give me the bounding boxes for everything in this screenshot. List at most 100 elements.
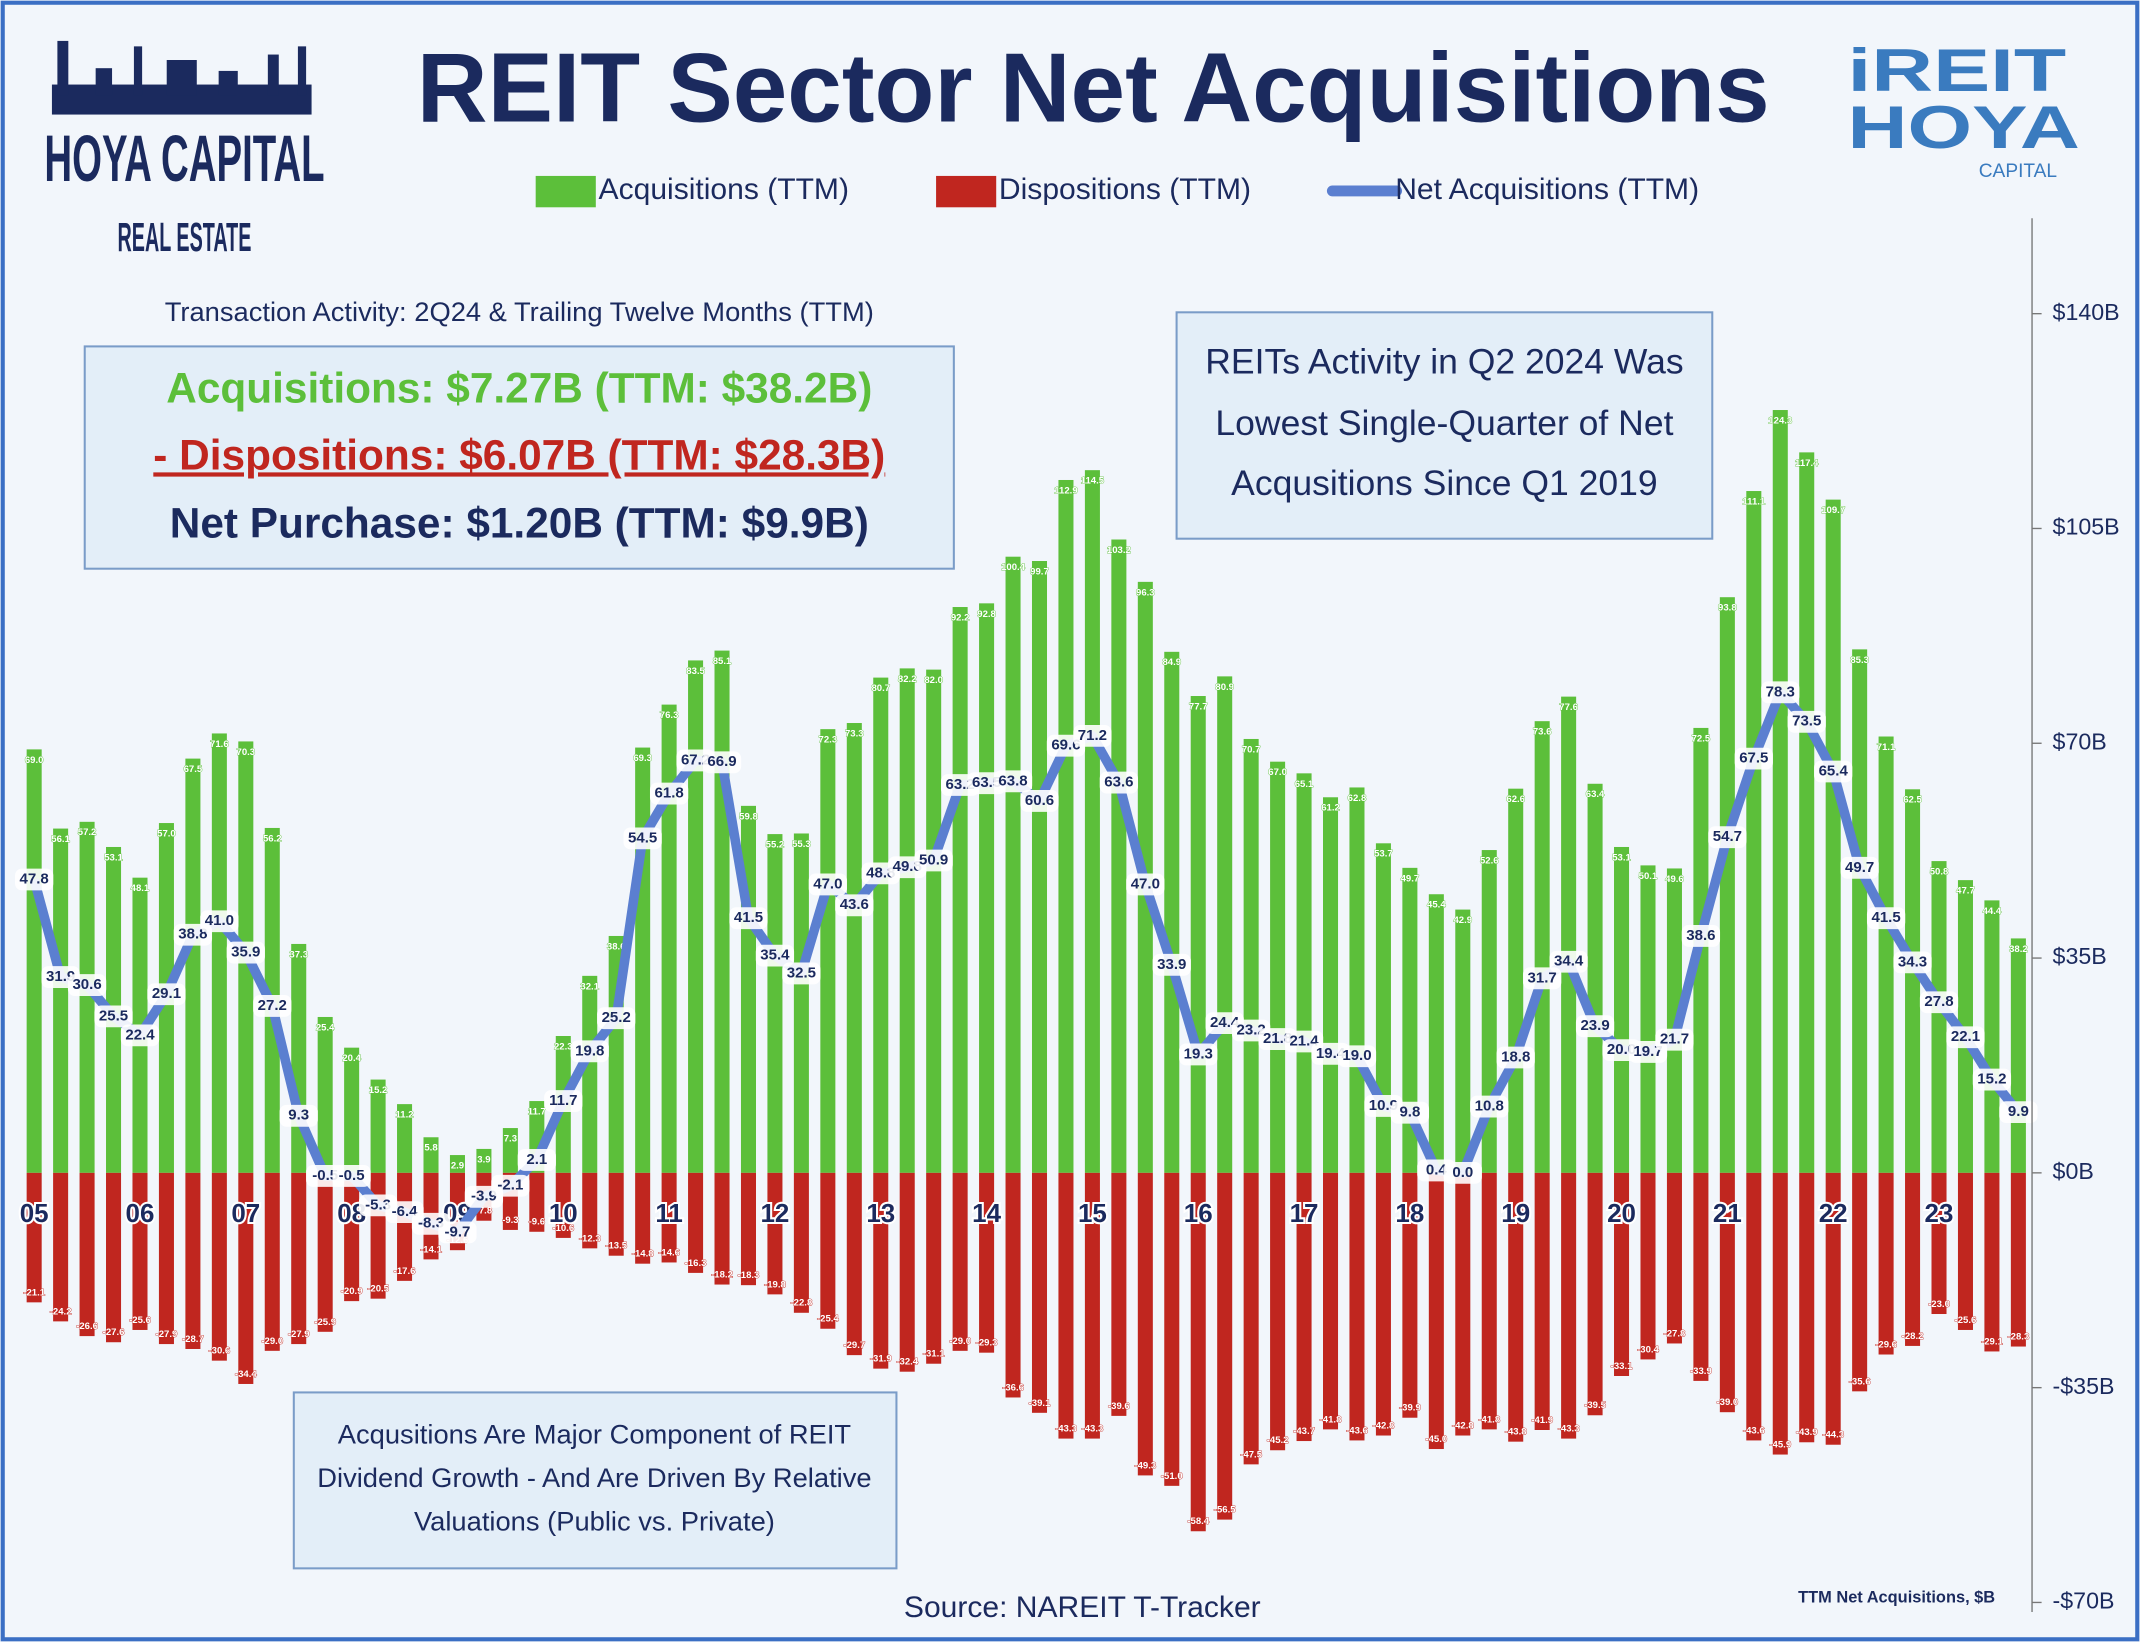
bar-label: 50.1 [1639, 871, 1658, 882]
net-label: -2.1 [497, 1177, 523, 1194]
summary-line: Acquisitions: $7.27B (TTM: $38.2B) [166, 365, 872, 412]
net-label-bg [120, 1024, 160, 1047]
bar [529, 1172, 545, 1232]
bar-label: 11.7 [528, 1106, 546, 1117]
bar-label: -49.3 [1134, 1460, 1156, 1471]
bar [1349, 1172, 1365, 1441]
bar-label: -29.0 [261, 1336, 283, 1347]
bar-label: -20.5 [367, 1284, 389, 1295]
annotation-box [292, 1391, 898, 1570]
bar-label: -45.9 [1769, 1440, 1791, 1451]
net-label: 18.8 [1501, 1048, 1530, 1065]
y-tick-label: $105B [2053, 514, 2120, 540]
net-label: 63.6 [1104, 774, 1133, 791]
bar-label: -26.6 [76, 1321, 98, 1332]
net-label: 9.8 [1399, 1104, 1420, 1121]
bar-label: 92.2 [951, 612, 970, 623]
bar [344, 1172, 360, 1302]
net-label-bg [253, 995, 292, 1017]
bar-label: -18.3 [738, 1270, 760, 1281]
bar [1005, 556, 1021, 1173]
bar [1931, 861, 1947, 1173]
bar-label: -41.8 [1478, 1414, 1500, 1425]
bar-label: -43.3 [1055, 1424, 1077, 1435]
bar [26, 749, 42, 1173]
net-label: 9.3 [288, 1107, 309, 1124]
bar-label: 71.6 [210, 739, 229, 750]
bar [979, 1172, 995, 1353]
legend-swatch [936, 175, 997, 208]
bar-label: 45.4 [1427, 900, 1446, 911]
bar-label: 59.8 [739, 811, 758, 822]
net-label-bg [544, 1090, 583, 1112]
bar-label: 71.1 [1877, 742, 1896, 753]
net-label-bg [67, 974, 107, 996]
x-tick-label: 20 [1607, 1200, 1636, 1228]
net-label: -6.4 [392, 1203, 419, 1220]
net-label-bg [755, 944, 795, 967]
bar-label: 52.6 [1480, 855, 1499, 866]
bar [1746, 491, 1762, 1173]
bar-label: -39.0 [1716, 1397, 1738, 1408]
skyline [95, 68, 113, 96]
bar-label: 11.2 [396, 1110, 414, 1121]
bar [1852, 1172, 1868, 1392]
net-label-bg [15, 868, 54, 891]
bar [688, 660, 704, 1173]
net-label-bg [279, 1104, 318, 1127]
net-label-bg [147, 983, 186, 1006]
legend-label: Dispositions (TTM) [999, 173, 1251, 206]
net-label: 63.8 [998, 772, 1027, 789]
bar [1799, 1172, 1815, 1443]
bar [1587, 783, 1603, 1173]
net-label-bg [517, 1149, 556, 1171]
bar [1164, 651, 1180, 1173]
bar-label: 83.5 [686, 666, 705, 677]
net-label: 19.8 [575, 1042, 604, 1059]
net-label: 60.6 [1025, 792, 1054, 809]
bar [1031, 560, 1048, 1173]
bar [1508, 788, 1524, 1173]
annotation: Dividend Growth - And Are Driven By Rela… [317, 1462, 871, 1493]
bar-label: 111.1 [1742, 496, 1766, 507]
bar [979, 603, 995, 1173]
x-tick-label: 14 [972, 1200, 1001, 1228]
skyline [133, 46, 143, 96]
net-label-bg [1523, 967, 1562, 990]
x-tick-label: 12 [761, 1200, 790, 1228]
bar-label: 109.7 [1821, 505, 1845, 516]
net-label: 32.5 [787, 964, 816, 981]
bar-label: 22.3 [554, 1041, 573, 1052]
bar-label: 77.7 [1189, 701, 1208, 712]
net-label-bg [1814, 760, 1853, 783]
x-tick-label: 11 [655, 1200, 682, 1228]
bar [2010, 938, 2026, 1173]
bar-label: 65.1 [1295, 779, 1314, 790]
net-label-bg [782, 962, 821, 985]
bar [344, 1047, 360, 1173]
bar [370, 1172, 386, 1299]
bar-label: -12.3 [579, 1233, 601, 1244]
net-label-bg [1866, 907, 1906, 930]
y-tick-label: $35B [2053, 943, 2107, 969]
legend-label: Acquisitions (TTM) [599, 173, 849, 206]
net-label-bg [491, 1174, 530, 1197]
bar-label: 72.5 [1692, 733, 1711, 744]
bar-label: -14.6 [658, 1247, 680, 1258]
axis-label: TTM Net Acquisitions, $B [1798, 1589, 1995, 1607]
bar-label: 67.5 [184, 764, 203, 775]
bar-label: -36.6 [1002, 1382, 1024, 1393]
bar [1217, 676, 1233, 1173]
bar-label: -7.8 [476, 1206, 493, 1217]
bar-label: 3.9 [477, 1154, 490, 1165]
bar-label: -25.4 [817, 1314, 839, 1325]
logo-right: iREIT HOYA CAPITAL [1848, 37, 2080, 182]
bar-label: -24.2 [50, 1306, 72, 1317]
bar [1349, 787, 1365, 1173]
bar [1534, 1172, 1550, 1430]
bar-label: -39.9 [1399, 1403, 1421, 1414]
bar-label: -16.3 [685, 1258, 707, 1269]
net-label: 41.0 [205, 912, 234, 929]
net-label-bg [1999, 1101, 2038, 1124]
